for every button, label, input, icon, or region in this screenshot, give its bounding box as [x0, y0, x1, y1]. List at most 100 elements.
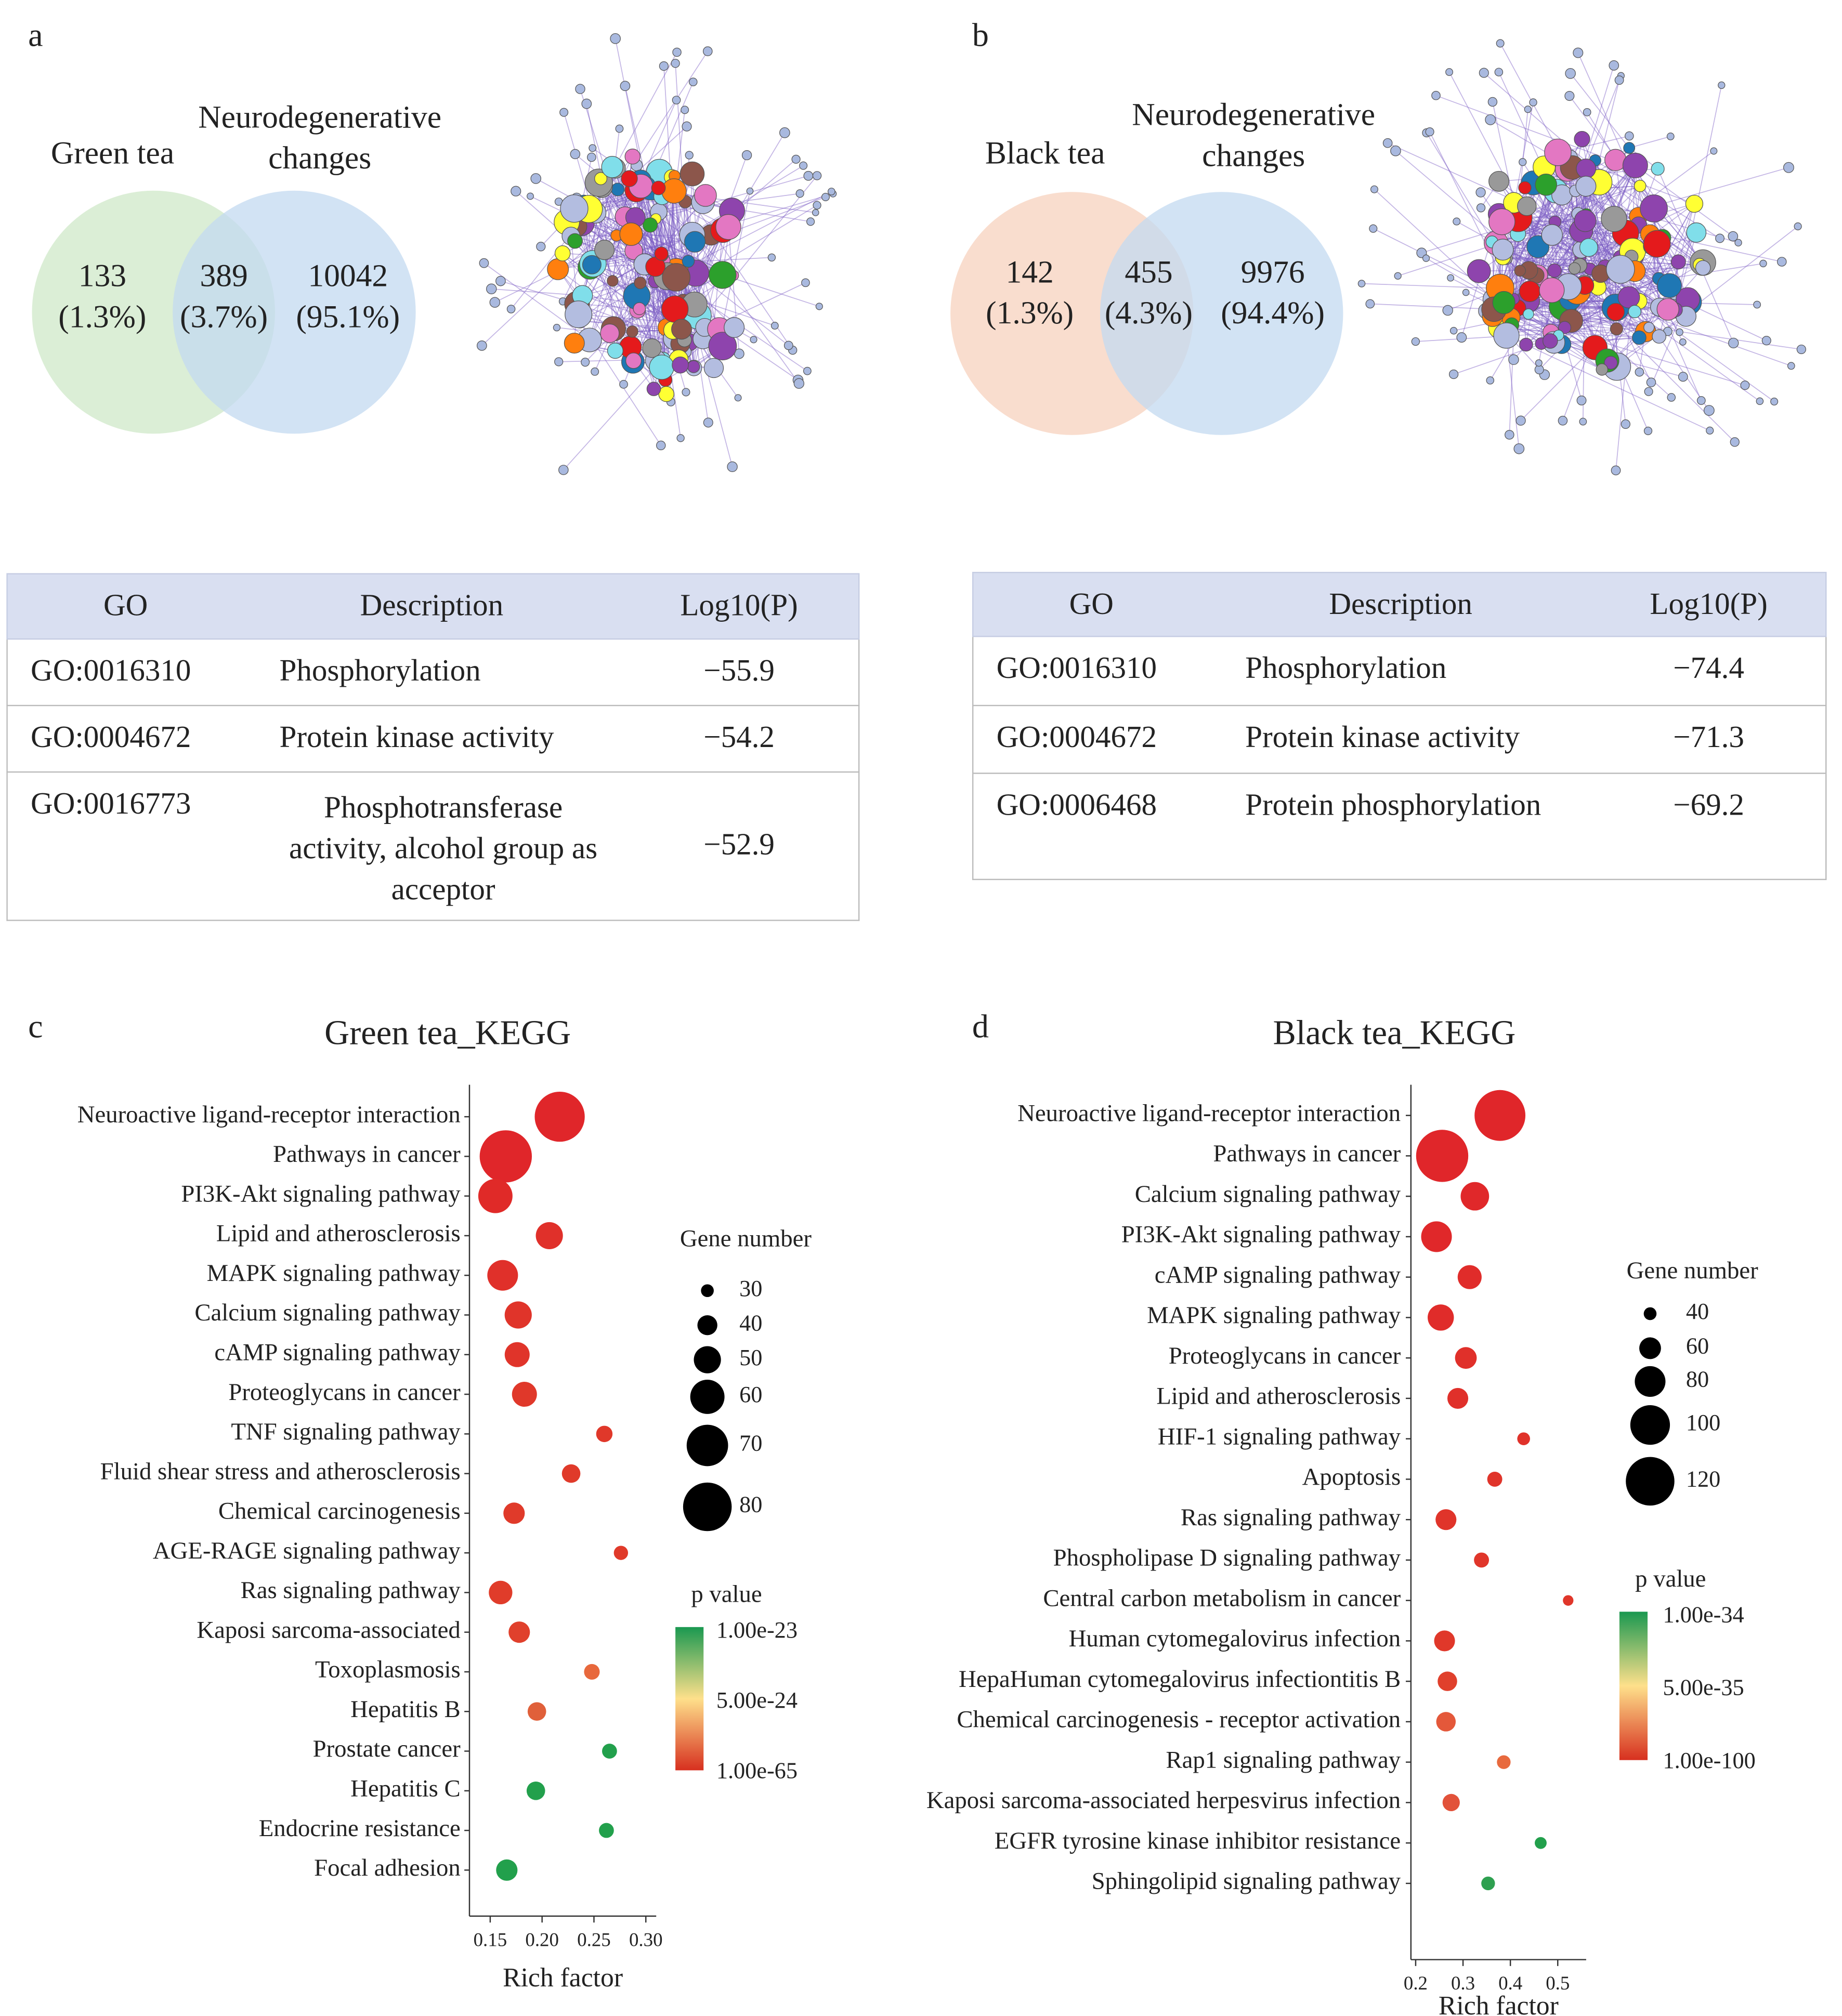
header-cell: Description — [1329, 588, 1472, 622]
network-edge — [695, 272, 789, 346]
network-node — [1476, 203, 1486, 213]
bubble — [1438, 1671, 1457, 1691]
network-node — [1640, 194, 1668, 222]
network-node — [779, 127, 790, 138]
table-row: GO:0016310 Phosphorylation −55.9 — [6, 639, 860, 706]
network-node — [1518, 181, 1532, 194]
bubble — [496, 1859, 518, 1881]
network-node — [750, 336, 757, 344]
network-node — [1494, 68, 1504, 76]
network-node — [559, 108, 569, 117]
table-row: GO:0004672 Protein kinase activity −54.2 — [6, 706, 860, 773]
network-edge — [1606, 203, 1695, 361]
network-edge — [563, 359, 664, 470]
network-node — [703, 358, 724, 378]
network-node — [633, 302, 646, 316]
network-node — [626, 325, 638, 338]
x-tick-label: 0.25 — [577, 1929, 611, 1950]
network-node — [1596, 363, 1609, 376]
network-node — [1357, 280, 1366, 287]
network-edge — [1496, 214, 1587, 244]
network-node — [682, 255, 695, 268]
table-row: GO:0016310 Phosphorylation −74.4 — [972, 637, 1827, 706]
y-tick-label: Ras signaling pathway — [1181, 1504, 1401, 1531]
network-node — [1676, 328, 1683, 336]
color-legend-label: 5.00e-24 — [716, 1687, 798, 1713]
chart-title: Green tea_KEGG — [324, 1014, 571, 1052]
table-cell: −55.9 — [703, 654, 775, 688]
network-edge — [600, 178, 652, 348]
network-edge — [664, 201, 686, 261]
x-tick-label: 0.15 — [474, 1929, 507, 1950]
panel-label: a — [28, 17, 43, 54]
network-node — [1574, 210, 1597, 232]
network-edge — [1639, 232, 1697, 302]
bubble — [534, 1092, 585, 1142]
network-node — [1543, 333, 1558, 349]
network-edge — [1570, 73, 1630, 149]
y-tick-label: Calcium signaling pathway — [1135, 1181, 1401, 1208]
network-node — [591, 367, 599, 376]
network-node — [1634, 179, 1647, 192]
bubble — [526, 1781, 545, 1800]
network-edge — [612, 210, 733, 282]
network-node — [709, 261, 737, 289]
network-node — [610, 33, 621, 44]
size-legend-label: 100 — [1686, 1410, 1720, 1435]
size-legend-label: 120 — [1686, 1467, 1720, 1492]
network-node — [1541, 224, 1563, 246]
color-legend-label: 1.00e-100 — [1663, 1748, 1756, 1773]
network-node — [1369, 224, 1378, 233]
table-cell: −74.4 — [1673, 652, 1744, 686]
network-node — [624, 148, 641, 165]
network-node — [1365, 299, 1375, 309]
y-tick-label: HIF-1 signaling pathway — [1158, 1423, 1401, 1450]
network-edge — [1639, 243, 1658, 372]
network-node — [620, 81, 631, 91]
network-node — [687, 360, 700, 373]
size-legend-label: 80 — [739, 1492, 762, 1517]
y-tick-label: Neuroactive ligand-receptor interaction — [1017, 1099, 1401, 1127]
network-edge — [562, 156, 633, 302]
network-node — [1519, 158, 1527, 166]
bubble — [1460, 1182, 1490, 1211]
bubble — [527, 1702, 546, 1721]
network-edge — [1580, 257, 1596, 348]
network — [1357, 39, 1806, 476]
network-node — [1514, 265, 1526, 277]
network-edge — [562, 253, 633, 332]
y-tick-label: Phospholipase D signaling pathway — [1053, 1544, 1401, 1572]
table-cell: −52.9 — [703, 829, 775, 862]
network-node — [1703, 405, 1715, 416]
network-node — [1601, 206, 1627, 232]
venn-percent: (3.7%) — [180, 299, 268, 334]
y-tick-label: MAPK signaling pathway — [207, 1260, 461, 1287]
y-tick-label: Pathways in cancer — [1213, 1140, 1401, 1167]
network-edge — [1494, 309, 1745, 386]
network-edge — [1498, 311, 1674, 329]
network-node — [1558, 415, 1568, 426]
y-tick-label: Hepatitis B — [350, 1696, 461, 1723]
network-edge — [577, 303, 675, 339]
network-node — [1706, 426, 1714, 435]
network-node — [1486, 376, 1495, 385]
table: GO Description Log10(P) GO:0016310 Phosphory… — [972, 571, 1827, 880]
network-node — [1652, 329, 1667, 344]
network-node — [1442, 305, 1453, 316]
network-node — [715, 214, 741, 240]
network-edge — [1629, 136, 1671, 149]
network-node — [821, 192, 830, 202]
bubble — [1535, 1837, 1547, 1849]
network-node — [1475, 187, 1486, 198]
table-cell: GO:0004672 — [31, 721, 191, 755]
network-node — [795, 189, 804, 198]
color-legend-title: p value — [691, 1581, 762, 1608]
network-node — [1610, 322, 1623, 336]
y-tick-label: Endocrine resistance — [259, 1815, 461, 1842]
network-node — [643, 217, 658, 233]
network-node — [547, 258, 569, 280]
bubble — [596, 1425, 613, 1443]
network-node — [489, 297, 501, 308]
network-node — [594, 240, 615, 260]
